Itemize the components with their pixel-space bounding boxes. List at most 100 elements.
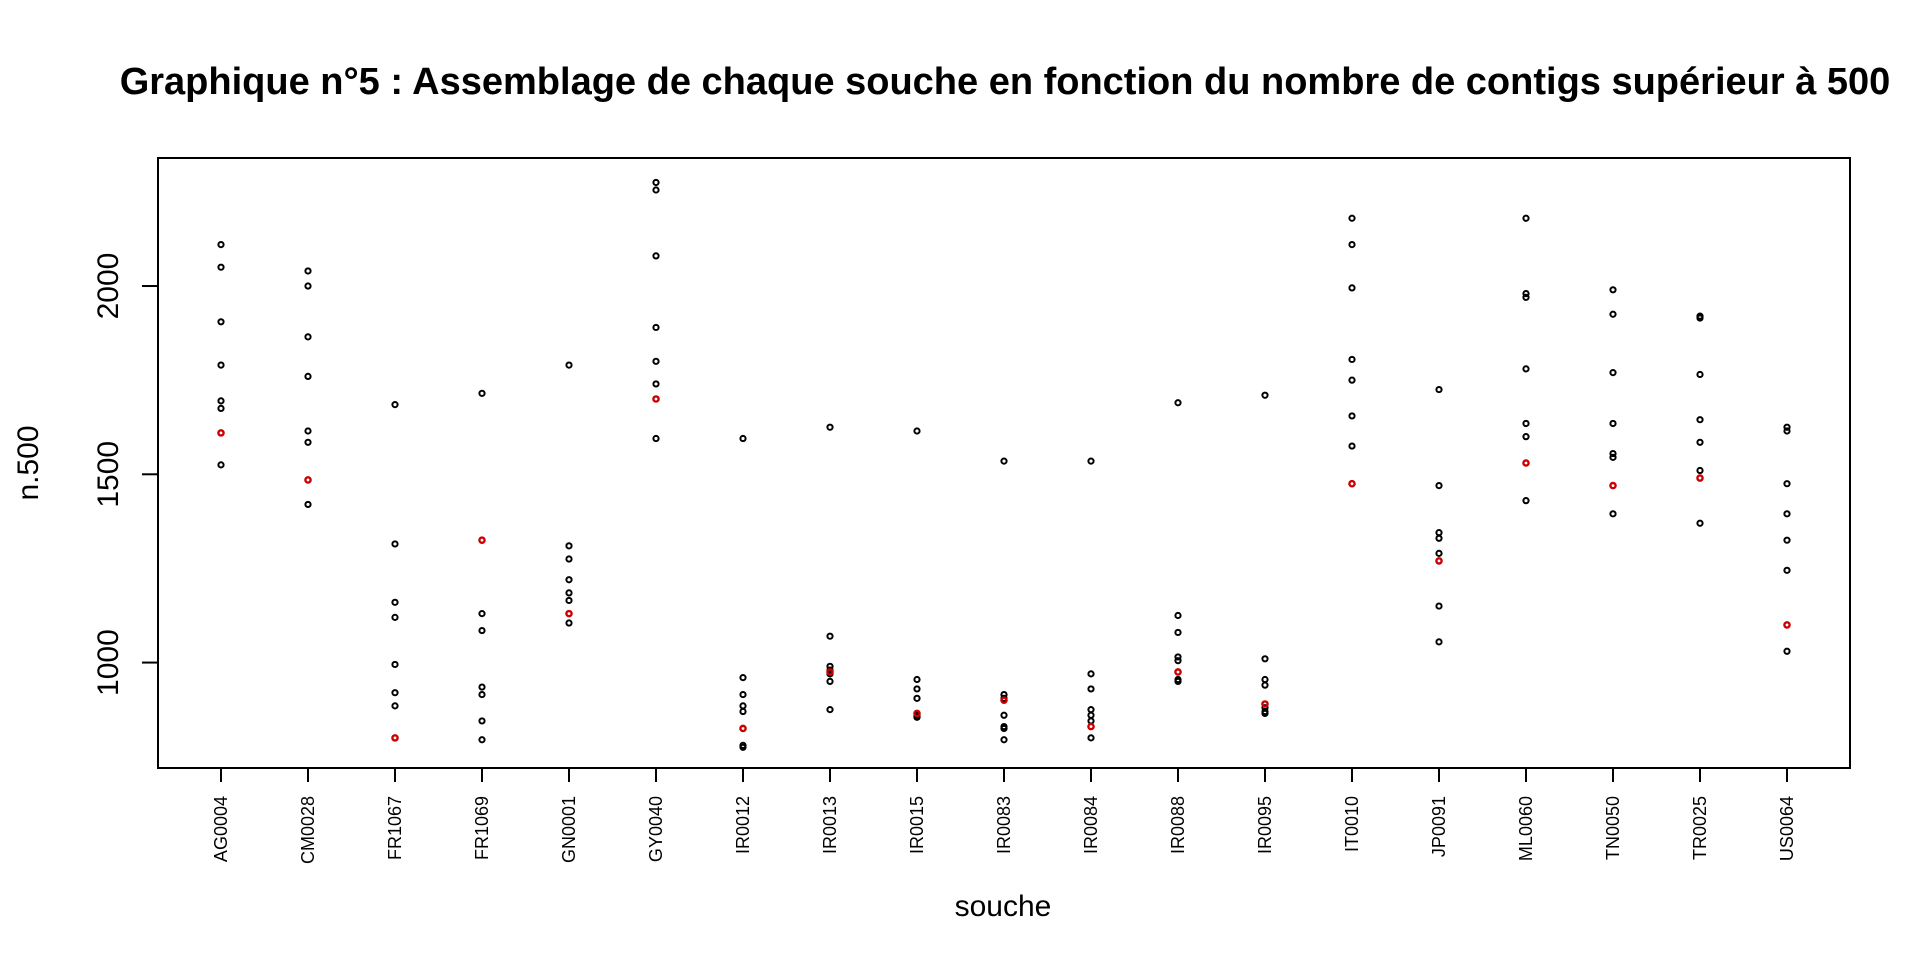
- data-point: [304, 427, 312, 435]
- x-tick-label: FR1069: [472, 796, 492, 860]
- data-point: [304, 500, 312, 509]
- x-tick-label: IR0088: [1168, 796, 1188, 854]
- x-tick-label: IR0084: [1081, 796, 1101, 854]
- data-point: [391, 613, 399, 621]
- data-point: [1609, 510, 1617, 518]
- data-point: [913, 675, 921, 684]
- data-point-highlight: [1609, 481, 1617, 490]
- data-point: [1696, 416, 1704, 424]
- x-tick-label: GY0040: [646, 796, 666, 862]
- x-tick-label: JP0091: [1429, 796, 1449, 857]
- data-point: [652, 434, 660, 443]
- data-point: [1609, 453, 1617, 461]
- data-point: [304, 267, 312, 275]
- x-tick-label: AG0004: [211, 796, 231, 862]
- data-point: [1696, 438, 1704, 446]
- data-point: [478, 683, 486, 691]
- data-point: [478, 690, 486, 699]
- data-point-highlight: [1783, 621, 1791, 629]
- data-point: [565, 596, 573, 605]
- data-point: [478, 717, 486, 725]
- data-point-highlight: [1261, 700, 1269, 708]
- data-point: [1348, 214, 1356, 222]
- data-point: [1435, 481, 1443, 490]
- data-point: [1609, 449, 1617, 458]
- data-point: [739, 674, 747, 682]
- data-point: [391, 660, 399, 669]
- data-point: [1087, 670, 1095, 678]
- data-point: [1522, 293, 1530, 301]
- data-point-highlight: [1522, 459, 1530, 467]
- data-point: [1087, 711, 1095, 719]
- data-point: [478, 626, 486, 635]
- data-point: [1609, 419, 1617, 428]
- data-point: [652, 186, 660, 194]
- chart-title: Graphique n°5 : Assemblage de chaque sou…: [120, 61, 1891, 103]
- data-point: [565, 555, 573, 563]
- data-point: [913, 713, 921, 721]
- data-point-highlight: [565, 609, 573, 618]
- data-point: [1000, 711, 1008, 719]
- data-point: [652, 323, 660, 332]
- data-point: [1696, 466, 1704, 475]
- data-point: [739, 434, 747, 443]
- data-point: [1348, 412, 1356, 420]
- x-tick-label: FR1067: [385, 796, 405, 860]
- data-point: [217, 241, 225, 249]
- data-point: [217, 361, 225, 369]
- data-point: [217, 397, 225, 405]
- data-point: [217, 263, 225, 271]
- data-point: [913, 685, 921, 693]
- data-point: [1000, 457, 1008, 465]
- data-point: [1435, 549, 1443, 557]
- data-point: [1435, 529, 1443, 537]
- data-point: [1087, 706, 1095, 714]
- data-point: [1087, 457, 1095, 465]
- x-tick-label: TN0050: [1603, 796, 1623, 860]
- x-axis-label: souche: [955, 890, 1052, 923]
- data-point: [1435, 638, 1443, 646]
- data-point: [304, 333, 312, 341]
- data-point: [217, 404, 225, 413]
- x-tick-label: IR0012: [733, 796, 753, 854]
- data-point: [1696, 370, 1704, 379]
- data-point: [1522, 365, 1530, 373]
- data-point-highlight: [217, 429, 225, 437]
- x-tick-label: US0064: [1777, 796, 1797, 861]
- data-point: [304, 438, 312, 446]
- x-tick-label: TR0025: [1690, 796, 1710, 860]
- data-point: [1522, 433, 1530, 441]
- data-point: [913, 427, 921, 435]
- data-point: [217, 318, 225, 326]
- data-point: [1174, 677, 1182, 685]
- data-point: [1783, 480, 1791, 488]
- data-point: [826, 632, 834, 640]
- data-point: [1348, 241, 1356, 249]
- data-point: [739, 702, 747, 710]
- data-point: [565, 576, 573, 584]
- data-point: [1087, 685, 1095, 693]
- x-tick-label: ML0060: [1516, 796, 1536, 861]
- data-point: [1783, 427, 1791, 435]
- x-tick-label: IT0010: [1342, 796, 1362, 852]
- data-point: [1087, 734, 1095, 742]
- data-point-highlight: [739, 724, 747, 733]
- data-point-highlight: [1435, 557, 1443, 565]
- data-point: [304, 282, 312, 290]
- data-point-highlight: [1696, 474, 1704, 482]
- data-point: [1696, 314, 1704, 322]
- data-point: [1261, 391, 1269, 399]
- data-point: [391, 598, 399, 606]
- data-point: [1174, 628, 1182, 637]
- data-point: [1174, 657, 1182, 665]
- x-tick-label: CM0028: [298, 796, 318, 864]
- data-point: [1000, 724, 1008, 733]
- data-point-highlight: [652, 395, 660, 403]
- data-point: [478, 736, 486, 744]
- data-point: [1609, 310, 1617, 318]
- data-point-highlight: [478, 536, 486, 544]
- x-tick-label: IR0013: [820, 796, 840, 854]
- data-point: [1348, 284, 1356, 292]
- data-point: [1609, 369, 1617, 377]
